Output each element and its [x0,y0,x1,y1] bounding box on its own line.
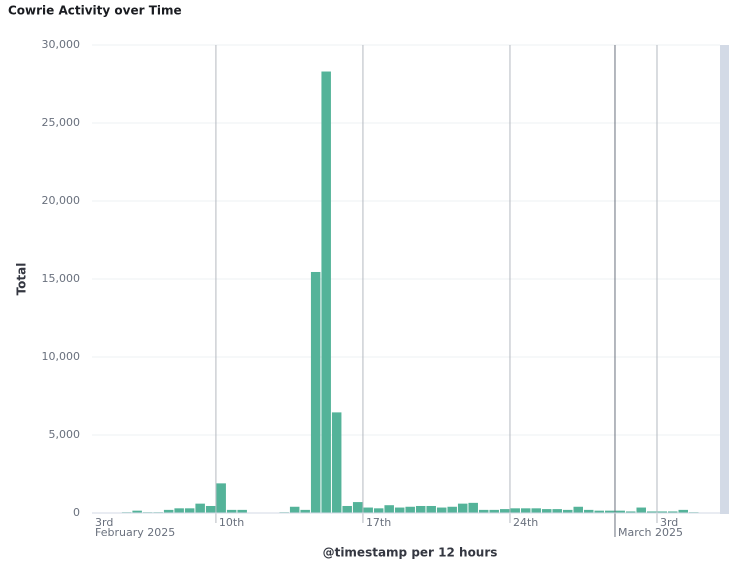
y-tick-label: 15,000 [42,272,81,285]
bar [646,511,657,513]
bar [205,505,216,513]
bar [363,507,373,513]
bar [625,511,636,513]
bar [583,509,594,513]
bar [163,509,174,513]
x-axis-title: @timestamp per 12 hours [323,546,498,560]
bar [678,509,688,513]
bar [426,505,436,513]
bar [394,507,405,513]
x-tick-label: 3rd [660,516,678,529]
bar [237,509,247,513]
bar [310,271,321,513]
bar [184,508,195,513]
bar [468,502,478,513]
bar [447,506,457,513]
y-tick-label: 25,000 [42,116,81,129]
bar [384,505,394,513]
y-tick-label: 0 [73,506,80,519]
bar [594,510,604,513]
bar [552,509,562,513]
bar [300,509,310,513]
bar [541,509,552,513]
y-tick-label: 5,000 [49,428,81,441]
bar [342,505,352,513]
bar [499,509,510,513]
bar [132,510,142,513]
bar [573,506,583,513]
bar [405,506,415,513]
bar [489,509,499,513]
bar [510,508,520,513]
x-group-label: March 2025 [618,526,683,539]
x-tick-label: 17th [366,516,391,529]
bar [195,503,205,513]
bar [216,483,226,513]
y-axis-title: Total [15,263,29,296]
bar [478,509,489,513]
bar [331,412,342,513]
bar [531,508,541,513]
bar [226,509,237,513]
end-band [720,45,729,514]
x-tick-label: 10th [219,516,244,529]
bar [520,508,531,513]
bar [457,503,468,513]
bar [321,71,331,514]
bar [636,507,646,513]
x-tick-label: 3rd [95,516,113,529]
bar [604,510,615,513]
x-tick-label: 24th [513,516,538,529]
bar [436,507,447,513]
bar [657,511,667,513]
y-tick-label: 10,000 [42,350,81,363]
y-tick-label: 30,000 [42,38,81,51]
bar [289,506,300,513]
bar [562,509,573,513]
y-tick-label: 20,000 [42,194,81,207]
bar [615,510,625,513]
x-group-label: February 2025 [95,526,175,539]
bar [373,508,384,513]
chart-title: Cowrie Activity over Time [8,4,182,18]
bar [174,508,184,513]
bar [352,502,363,513]
bar [415,505,426,513]
bar [667,511,678,513]
